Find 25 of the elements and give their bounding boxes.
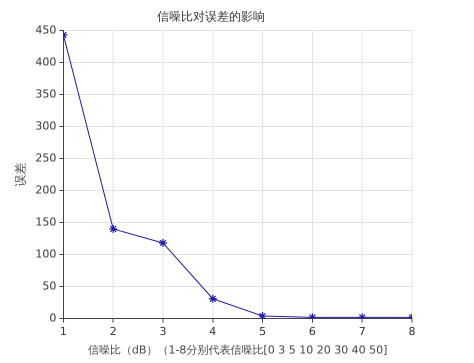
x-tick-label: 7 (358, 325, 366, 338)
y-tick-label: 450 (35, 23, 56, 36)
y-tick-label: 100 (35, 247, 56, 260)
y-tick-label: 0 (49, 311, 56, 324)
point (108, 224, 118, 234)
y-tick-label: 400 (35, 55, 56, 68)
y-tick-label: 150 (35, 215, 56, 228)
x-tick-label: 2 (110, 325, 117, 338)
chart-title: 信噪比对误差的影响 (157, 9, 265, 24)
x-tick-label: 1 (60, 325, 67, 338)
y-tick-label: 200 (35, 183, 56, 196)
x-tick-label: 6 (308, 325, 316, 338)
y-tick-label: 250 (35, 151, 56, 164)
x-tick-label: 5 (259, 325, 266, 338)
y-axis-title: 误差 (13, 162, 28, 186)
point (258, 311, 268, 319)
x-tick-label: 3 (159, 325, 166, 338)
y-tick-label: 350 (35, 87, 56, 100)
point (158, 238, 168, 248)
x-tick-label: 8 (408, 325, 416, 338)
y-tick-label: 300 (35, 119, 56, 132)
x-tick-label: 4 (209, 325, 216, 338)
y-tick-label: 50 (42, 279, 56, 292)
point (208, 294, 218, 304)
x-axis-title: 信噪比（dB）（1-8分别代表信噪比[0 3 5 10 20 30 40 50] (88, 343, 388, 356)
